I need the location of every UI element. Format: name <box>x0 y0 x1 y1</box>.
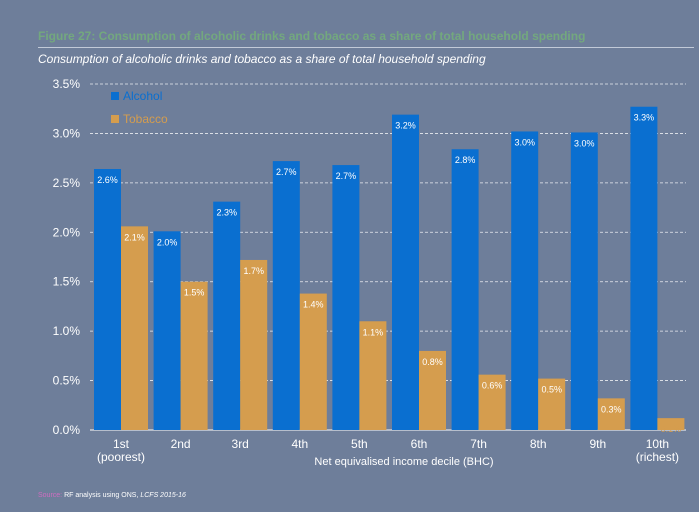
data-label-alcohol: 2.7% <box>336 171 357 181</box>
source-italic: LCFS 2015-16 <box>140 492 186 499</box>
data-label-alcohol: 2.7% <box>276 167 297 177</box>
x-tick-label: (richest) <box>636 450 679 464</box>
y-tick-label: 3.5% <box>53 77 81 91</box>
bar-alcohol <box>570 132 598 430</box>
x-axis-label: Net equivalised income decile (BHC) <box>314 456 493 468</box>
data-label-tobacco: 0.8% <box>422 357 443 367</box>
bar-tobacco <box>657 418 685 430</box>
bar-tobacco <box>180 281 208 430</box>
x-tick-label: 2nd <box>171 437 191 451</box>
y-tick-label: 2.5% <box>53 176 81 190</box>
legend-label: Alcohol <box>123 89 162 103</box>
data-label-tobacco: 1.4% <box>303 300 324 310</box>
title-divider <box>38 47 694 48</box>
data-label-tobacco: 0.5% <box>541 385 562 395</box>
bar-tobacco <box>597 398 625 430</box>
y-tick-label: 1.0% <box>53 324 81 338</box>
bar-tobacco <box>478 374 506 430</box>
source-label: Source: <box>38 492 63 499</box>
source-note: Source: RF analysis using ONS, LCFS 2015… <box>38 492 186 499</box>
bar-tobacco <box>359 321 387 430</box>
bar-alcohol <box>332 165 360 430</box>
data-label-alcohol: 2.8% <box>455 155 476 165</box>
bar-alcohol <box>630 106 658 430</box>
data-label-tobacco: 0.3% <box>601 404 622 414</box>
legend-label: Tobacco <box>123 112 168 126</box>
data-label-alcohol: 3.0% <box>574 138 595 148</box>
data-label-alcohol: 3.0% <box>514 137 535 147</box>
y-tick-label: 0.5% <box>53 374 81 388</box>
data-label-alcohol: 2.3% <box>216 208 237 218</box>
x-tick-label: (poorest) <box>97 450 145 464</box>
x-tick-label: 5th <box>351 437 368 451</box>
source-text: RF analysis using ONS, <box>64 492 139 499</box>
y-tick-label: 2.0% <box>53 225 81 239</box>
data-label-tobacco: 1.7% <box>243 266 264 276</box>
bar-tobacco <box>538 378 566 430</box>
x-tick-label: 10th <box>646 437 669 451</box>
bar-tobacco <box>121 226 148 430</box>
legend-swatch <box>111 92 119 100</box>
bar-tobacco <box>419 350 446 430</box>
bar-alcohol <box>272 161 300 430</box>
bar-tobacco <box>299 293 327 430</box>
y-tick-label: 1.5% <box>53 275 81 289</box>
bar-alcohol <box>94 169 121 430</box>
data-label-alcohol: 2.0% <box>157 237 178 247</box>
data-label-alcohol: 3.2% <box>395 121 416 131</box>
x-tick-label: 8th <box>530 437 547 451</box>
bar-tobacco <box>240 259 268 430</box>
data-label-tobacco: 1.1% <box>363 327 384 337</box>
data-label-alcohol: 2.6% <box>97 175 118 185</box>
data-label-tobacco: 1.5% <box>184 288 205 298</box>
data-label-tobacco: 0.6% <box>482 381 503 391</box>
chart-subtitle: Consumption of alcoholic drinks and toba… <box>38 52 486 66</box>
x-tick-label: 9th <box>589 437 606 451</box>
data-label-tobacco: 0.1% <box>661 424 682 434</box>
y-tick-label: 0.0% <box>53 423 81 437</box>
x-tick-label: 6th <box>411 437 428 451</box>
bar-alcohol <box>213 201 241 430</box>
bar-alcohol <box>451 149 479 430</box>
y-tick-label: 3.0% <box>53 126 81 140</box>
figure-title: Figure 27: Consumption of alcoholic drin… <box>38 29 586 43</box>
x-tick-label: 7th <box>470 437 487 451</box>
bar-alcohol <box>511 131 539 431</box>
x-tick-label: 1st <box>113 437 130 451</box>
bar-alcohol <box>392 114 419 430</box>
x-tick-label: 3rd <box>232 437 249 451</box>
x-tick-label: 4th <box>291 437 308 451</box>
bar-alcohol <box>153 231 181 430</box>
legend-swatch <box>111 115 119 123</box>
data-label-tobacco: 2.1% <box>124 232 145 242</box>
data-label-alcohol: 3.3% <box>634 113 655 123</box>
